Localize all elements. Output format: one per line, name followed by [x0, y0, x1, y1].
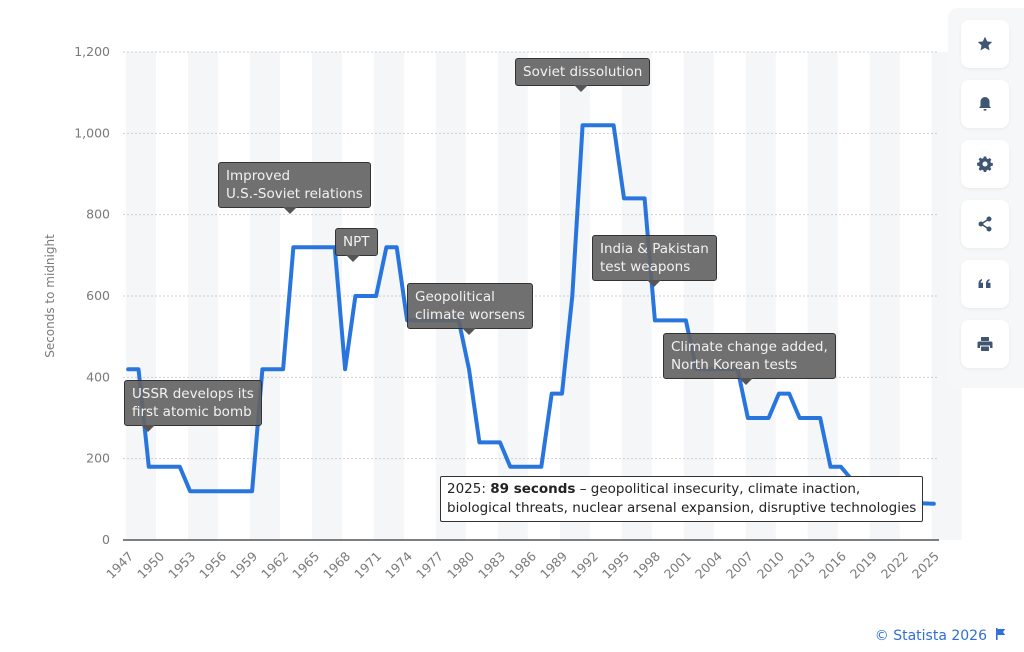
x-tick-label: 2025	[909, 549, 942, 582]
y-tick-label: 600	[86, 288, 110, 303]
x-tick-label: 2004	[692, 548, 725, 581]
x-tick-label: 2013	[785, 549, 818, 582]
x-tick-label: 1998	[630, 548, 663, 581]
footer-credit[interactable]: © Statista 2026	[875, 628, 1006, 644]
callout-2025: 2025: 89 seconds – geopolitical insecuri…	[440, 476, 924, 522]
annotation-1963: Improved U.S.-Soviet relations	[218, 162, 371, 214]
share-icon	[978, 216, 992, 232]
x-tick-label: 1947	[103, 549, 136, 582]
annotation-pointer	[647, 280, 661, 287]
y-tick-label: 800	[86, 207, 110, 222]
annotation-text: USSR develops its	[132, 386, 254, 402]
annotation-text: Geopolitical	[415, 289, 495, 305]
x-tick-label: 1995	[599, 549, 632, 582]
annotation-pointer	[283, 207, 297, 214]
annotation-1949: USSR develops its first atomic bomb	[124, 380, 262, 432]
x-tick-label: 1992	[568, 549, 601, 582]
x-tick-label: 1956	[196, 548, 229, 581]
annotation-pointer	[346, 255, 360, 262]
y-tick-label: 1,200	[74, 44, 110, 59]
annotation-text: test weapons	[600, 259, 691, 275]
x-tick-label: 1968	[320, 548, 353, 581]
callout-line-2: biological threats, nuclear arsenal expa…	[447, 500, 917, 516]
annotation-text: U.S.-Soviet relations	[226, 186, 363, 202]
x-tick-label: 2007	[723, 549, 756, 582]
favorite-button[interactable]	[961, 20, 1009, 68]
y-axis-label: Seconds to midnight	[43, 234, 57, 358]
callout-line-1: 2025: 89 seconds – geopolitical insecuri…	[447, 480, 916, 499]
annotation-text: Improved	[226, 168, 291, 184]
annotation-text: Climate change added,	[671, 339, 828, 355]
annotation-1980: Geopolitical climate worsens	[407, 283, 534, 335]
annotation-text: India & Pakistan	[600, 241, 709, 257]
annotation-text: climate worsens	[415, 307, 526, 323]
annotation-text: first atomic bomb	[132, 404, 252, 420]
x-tick-label: 2010	[754, 548, 787, 581]
annotation-1969: NPT	[335, 228, 378, 262]
x-axis-ticks: 1947195019531956195919621965196819711974…	[103, 548, 942, 581]
share-button[interactable]	[961, 200, 1009, 248]
side-toolbar	[948, 8, 1024, 388]
callout-bold: 89 seconds	[490, 481, 576, 497]
statista-credit[interactable]: © Statista 2026	[874, 628, 987, 644]
y-tick-label: 0	[102, 532, 110, 547]
annotation-text: NPT	[343, 234, 370, 250]
notification-button[interactable]	[961, 80, 1009, 128]
annotation-pointer	[574, 85, 588, 92]
settings-button[interactable]	[961, 140, 1009, 188]
x-tick-label: 1959	[227, 548, 260, 581]
y-tick-label: 200	[86, 451, 110, 466]
bell-icon	[979, 97, 991, 111]
annotation-1998: India & Pakistan test weapons	[592, 235, 717, 287]
x-tick-label: 2001	[661, 549, 694, 582]
quote-icon	[978, 279, 991, 288]
x-tick-label: 2016	[816, 548, 849, 581]
x-tick-label: 2022	[878, 549, 911, 582]
flag-icon[interactable]	[995, 628, 1006, 644]
x-tick-label: 1977	[413, 549, 446, 582]
x-tick-label: 1950	[134, 548, 167, 581]
x-tick-label: 1953	[165, 549, 198, 582]
callout-prefix: 2025:	[447, 481, 491, 497]
annotation-pointer	[739, 378, 753, 385]
x-tick-label: 1986	[506, 548, 539, 581]
annotation-text: Soviet dissolution	[523, 64, 643, 80]
x-tick-label: 1971	[351, 549, 384, 582]
annotation-text: North Korean tests	[671, 357, 798, 373]
x-tick-label: 1962	[258, 549, 291, 582]
annotation-pointer	[462, 328, 476, 335]
annotation-pointer	[141, 425, 155, 432]
cite-button[interactable]	[961, 260, 1009, 308]
annotation-1991: Soviet dissolution	[515, 58, 651, 92]
x-tick-label: 1983	[475, 549, 508, 582]
x-tick-label: 1974	[382, 548, 415, 581]
x-tick-label: 1965	[289, 549, 322, 582]
printer-icon	[977, 337, 993, 351]
gear-icon	[977, 156, 993, 172]
callout-rest: – geopolitical insecurity, climate inact…	[575, 481, 861, 497]
print-button[interactable]	[961, 320, 1009, 368]
annotation-2007: Climate change added, North Korean tests	[663, 333, 836, 385]
x-tick-label: 1989	[537, 548, 570, 581]
x-tick-label: 1980	[444, 548, 477, 581]
star-icon	[977, 36, 993, 51]
y-tick-label: 1,000	[74, 125, 110, 140]
y-tick-label: 400	[86, 369, 110, 384]
y-axis-ticks: 0 200 400 600 800 1,000 1,200	[74, 44, 110, 547]
x-tick-label: 2019	[847, 548, 880, 581]
